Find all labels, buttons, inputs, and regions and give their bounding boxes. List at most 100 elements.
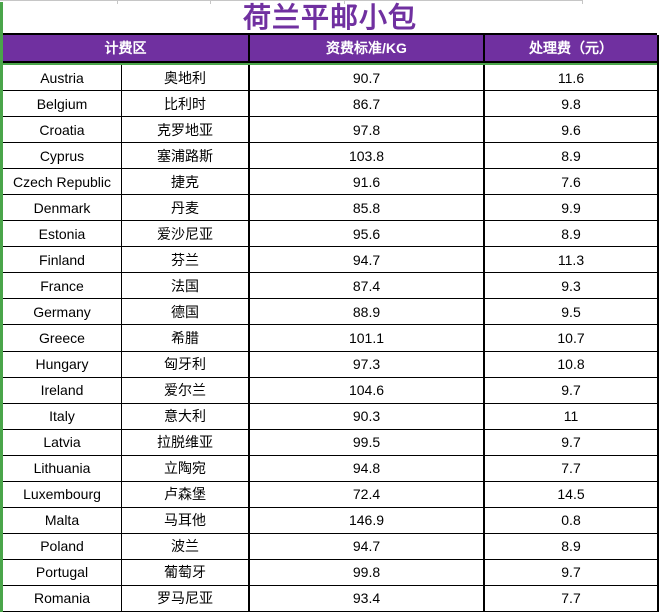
cell-country-en[interactable]: Luxembourg bbox=[3, 481, 122, 507]
cell-country-zh[interactable]: 葡萄牙 bbox=[122, 559, 250, 585]
cell-fee[interactable]: 11 bbox=[563, 408, 579, 425]
cell-country-en[interactable]: Portugal bbox=[3, 559, 122, 585]
cell-country-en[interactable]: Austria bbox=[3, 65, 122, 91]
cell-country-en[interactable]: Denmark bbox=[3, 195, 122, 221]
cell-fee[interactable]: 14.5 bbox=[557, 486, 585, 503]
cell-fee[interactable]: 7.7 bbox=[561, 590, 581, 607]
cell-country-en[interactable]: Finland bbox=[3, 247, 122, 273]
gridline-tick bbox=[117, 0, 118, 4]
cell-fee[interactable]: 9.3 bbox=[561, 277, 581, 294]
cell-country-en[interactable]: Estonia bbox=[3, 221, 122, 247]
cell-rate[interactable]: 95.6 bbox=[250, 221, 485, 247]
cell-fee[interactable]: 7.7 bbox=[561, 460, 581, 477]
header-billing-zone[interactable]: 计费区 bbox=[3, 35, 250, 61]
cell-rate[interactable]: 86.7 bbox=[250, 91, 485, 117]
cell-country-zh[interactable]: 希腊 bbox=[122, 325, 250, 351]
sheet-title: 荷兰平邮小包 bbox=[242, 1, 417, 33]
cell-fee[interactable]: 9.6 bbox=[561, 121, 581, 138]
cell-rate[interactable]: 90.7 bbox=[250, 65, 485, 91]
cell-fee[interactable]: 10.8 bbox=[557, 356, 585, 373]
cell-country-en[interactable]: Romania bbox=[3, 585, 122, 611]
cell-country-en[interactable]: Hungary bbox=[3, 351, 122, 377]
cell-rate[interactable]: 94.7 bbox=[250, 247, 485, 273]
cell-rate[interactable]: 91.6 bbox=[250, 169, 485, 195]
cell-rate[interactable]: 93.4 bbox=[250, 585, 485, 611]
cell-country-zh[interactable]: 德国 bbox=[122, 299, 250, 325]
cell-country-en[interactable]: Lithuania bbox=[3, 455, 122, 481]
cell-fee[interactable]: 8.9 bbox=[561, 147, 581, 164]
cell-rate[interactable]: 146.9 bbox=[250, 507, 485, 533]
cell-fee[interactable]: 0.8 bbox=[561, 512, 581, 529]
table-row: Cyprus 塞浦路斯 103.8 8.9 bbox=[3, 143, 657, 170]
cell-country-zh[interactable]: 比利时 bbox=[122, 91, 250, 117]
cell-fee[interactable]: 9.7 bbox=[561, 434, 581, 451]
cell-rate[interactable]: 104.6 bbox=[250, 377, 485, 403]
cell-country-zh[interactable]: 意大利 bbox=[122, 403, 250, 429]
table-row: Malta 马耳他 146.9 0.8 bbox=[3, 507, 657, 534]
cell-rate[interactable]: 97.3 bbox=[250, 351, 485, 377]
table-body: Austria 奥地利 90.7 11.6 Belgium 比利时 86.7 9.8 Croat… bbox=[3, 65, 657, 612]
cell-rate[interactable]: 101.1 bbox=[250, 325, 485, 351]
cell-country-zh[interactable]: 塞浦路斯 bbox=[122, 143, 250, 169]
cell-fee[interactable]: 11.3 bbox=[557, 251, 585, 268]
cell-fee[interactable]: 9.8 bbox=[561, 95, 581, 112]
cell-fee[interactable]: 10.7 bbox=[557, 329, 585, 346]
cell-country-en[interactable]: Malta bbox=[3, 507, 122, 533]
header-rate-per-kg[interactable]: 资费标准/KG bbox=[250, 35, 485, 61]
cell-fee[interactable]: 8.9 bbox=[561, 538, 581, 555]
cell-country-zh[interactable]: 捷克 bbox=[122, 169, 250, 195]
cell-country-en[interactable]: Greece bbox=[3, 325, 122, 351]
table-row: Hungary 匈牙利 97.3 10.8 bbox=[3, 351, 657, 378]
cell-rate[interactable]: 99.8 bbox=[250, 559, 485, 585]
cell-fee[interactable]: 9.9 bbox=[561, 199, 581, 216]
cell-fee[interactable]: 9.7 bbox=[561, 382, 581, 399]
cell-country-en[interactable]: Czech Republic bbox=[3, 169, 122, 195]
cell-country-zh[interactable]: 罗马尼亚 bbox=[122, 585, 250, 611]
cell-rate[interactable]: 85.8 bbox=[250, 195, 485, 221]
table-row: Germany 德国 88.9 9.5 bbox=[3, 299, 657, 326]
cell-rate[interactable]: 97.8 bbox=[250, 117, 485, 143]
cell-fee[interactable]: 9.5 bbox=[561, 303, 581, 320]
cell-rate[interactable]: 90.3 bbox=[250, 403, 485, 429]
cell-country-zh[interactable]: 立陶宛 bbox=[122, 455, 250, 481]
cell-country-en[interactable]: Italy bbox=[3, 403, 122, 429]
cell-country-zh[interactable]: 波兰 bbox=[122, 533, 250, 559]
header-bottom-border bbox=[3, 61, 657, 63]
cell-country-en[interactable]: Ireland bbox=[3, 377, 122, 403]
cell-country-en[interactable]: Belgium bbox=[3, 91, 122, 117]
cell-rate[interactable]: 99.5 bbox=[250, 429, 485, 455]
table-row: Portugal 葡萄牙 99.8 9.7 bbox=[3, 559, 657, 586]
cell-country-zh[interactable]: 丹麦 bbox=[122, 195, 250, 221]
title-cell[interactable]: 荷兰平邮小包 bbox=[3, 2, 657, 33]
cell-country-en[interactable]: Cyprus bbox=[3, 143, 122, 169]
cell-rate[interactable]: 72.4 bbox=[250, 481, 485, 507]
cell-country-en[interactable]: Latvia bbox=[3, 429, 122, 455]
cell-country-en[interactable]: France bbox=[3, 273, 122, 299]
cell-country-zh[interactable]: 拉脱维亚 bbox=[122, 429, 250, 455]
cell-country-zh[interactable]: 克罗地亚 bbox=[122, 117, 250, 143]
cell-country-zh[interactable]: 匈牙利 bbox=[122, 351, 250, 377]
cell-country-zh[interactable]: 马耳他 bbox=[122, 507, 250, 533]
cell-country-en[interactable]: Germany bbox=[3, 299, 122, 325]
cell-rate[interactable]: 94.7 bbox=[250, 533, 485, 559]
cell-fee[interactable]: 9.7 bbox=[561, 564, 581, 581]
cell-country-zh[interactable]: 奥地利 bbox=[122, 65, 250, 91]
header-handling-fee[interactable]: 处理费（元） bbox=[529, 40, 613, 56]
cell-fee[interactable]: 11.6 bbox=[557, 69, 585, 86]
cell-country-zh[interactable]: 法国 bbox=[122, 273, 250, 299]
cell-country-zh[interactable]: 爱沙尼亚 bbox=[122, 221, 250, 247]
top-gridline bbox=[0, 0, 583, 1]
cell-fee[interactable]: 8.9 bbox=[561, 225, 581, 242]
cell-rate[interactable]: 88.9 bbox=[250, 299, 485, 325]
cell-rate[interactable]: 103.8 bbox=[250, 143, 485, 169]
cell-country-zh[interactable]: 芬兰 bbox=[122, 247, 250, 273]
cell-rate[interactable]: 94.8 bbox=[250, 455, 485, 481]
cell-country-en[interactable]: Croatia bbox=[3, 117, 122, 143]
gridline-tick bbox=[582, 0, 583, 4]
cell-rate[interactable]: 87.4 bbox=[250, 273, 485, 299]
cell-fee[interactable]: 7.6 bbox=[561, 173, 581, 190]
cell-country-zh[interactable]: 爱尔兰 bbox=[122, 377, 250, 403]
cell-country-zh[interactable]: 卢森堡 bbox=[122, 481, 250, 507]
cell-country-en[interactable]: Poland bbox=[3, 533, 122, 559]
